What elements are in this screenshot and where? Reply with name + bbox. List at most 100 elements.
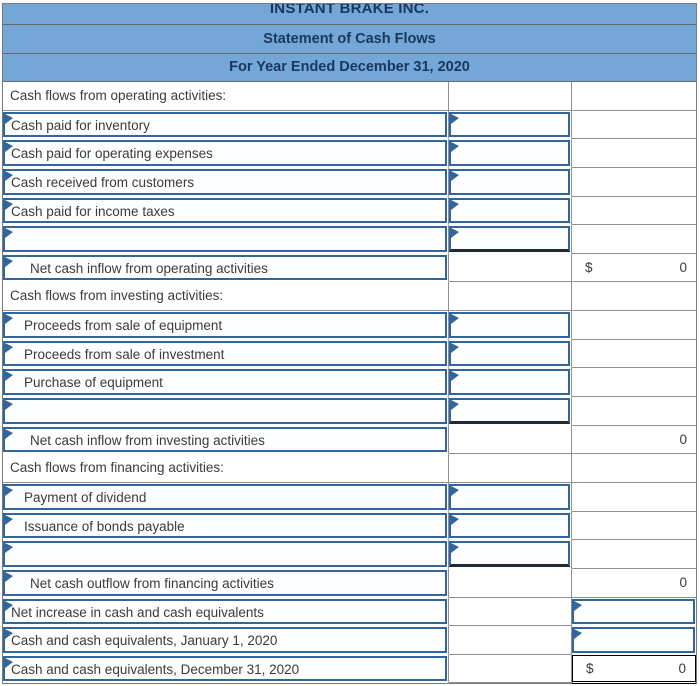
dropdown-arrow-icon [451,228,459,239]
amount-input[interactable] [449,340,570,367]
amount-cell-inner [449,368,572,398]
account-label-dropdown[interactable] [3,398,447,424]
amount-input[interactable] [449,197,570,224]
amount-cell-inner [449,425,572,455]
dropdown-arrow-icon [5,543,13,554]
account-label: Net cash inflow from operating activitie… [30,260,268,276]
amount-input[interactable] [572,598,695,625]
amount-input[interactable] [449,541,570,567]
amount-cell-inner [449,397,572,426]
dropdown-arrow-icon [451,199,459,210]
label-cell: Net increase in cash and cash equivalent… [3,597,449,627]
statement-table: INSTANT BRAKE INC. Statement of Cash Flo… [2,3,697,685]
label-cell: Cash and cash equivalents, December 31, … [3,654,449,684]
dropdown-arrow-icon [5,400,13,411]
amount-cell-outer [572,397,696,426]
amount-input[interactable] [449,168,570,195]
table-row: Payment of dividend [3,482,696,512]
account-label-dropdown[interactable]: Payment of dividend [3,483,447,510]
amount-input[interactable] [449,398,570,424]
label-cell: Cash paid for income taxes [3,196,449,226]
table-row: Cash flows from investing activities: [3,282,696,312]
dropdown-arrow-icon [5,256,13,267]
amount-cell-inner [449,167,572,197]
dropdown-arrow-icon [451,170,459,181]
amount-input[interactable] [572,627,695,653]
amount-input[interactable] [449,369,570,396]
table-row: Cash and cash equivalents, January 1, 20… [3,626,696,655]
amount-cell-outer [572,139,696,168]
account-label-dropdown[interactable]: Proceeds from sale of equipment [3,312,447,338]
dropdown-arrow-icon [574,629,582,640]
dropdown-arrow-icon [451,514,459,525]
amount-cell-outer [572,482,696,512]
account-label-dropdown[interactable]: Net cash outflow from financing activiti… [3,569,447,596]
amount-cell-outer [572,196,696,226]
label-cell [3,397,449,426]
account-label: Proceeds from sale of investment [24,346,225,362]
amount-cell-inner [449,482,572,512]
subtotal-value: 0 [679,432,687,447]
dropdown-arrow-icon [5,199,13,210]
account-label: Cash and cash equivalents, December 31, … [11,661,300,677]
account-label-dropdown[interactable]: Net increase in cash and cash equivalent… [3,598,447,625]
label-cell [3,540,449,569]
account-label-dropdown[interactable]: Cash paid for inventory [3,111,447,138]
dropdown-arrow-icon [5,629,13,640]
amount-cell-outer [572,225,696,254]
account-label-dropdown[interactable] [3,541,447,567]
table-row [3,397,696,426]
account-label-dropdown[interactable]: Cash received from customers [3,168,447,195]
statement-title-header: Statement of Cash Flows [3,25,696,54]
table-row: Net cash outflow from financing activiti… [3,568,696,598]
amount-input[interactable] [449,111,570,138]
amount-input[interactable] [449,483,570,510]
amount-cell-outer [572,540,696,569]
amount-cell-inner [449,225,572,254]
label-cell: Cash flows from operating activities: [3,82,449,111]
amount-cell-inner [449,540,572,569]
amount-input[interactable] [449,312,570,338]
amount-cell-outer: 0 [572,425,696,455]
table-row: Cash flows from financing activities: [3,454,696,484]
grand-total-value: 0 [678,661,686,677]
dropdown-arrow-icon [5,657,13,668]
account-label-dropdown[interactable]: Cash and cash equivalents, January 1, 20… [3,627,447,653]
label-cell: Cash paid for operating expenses [3,139,449,168]
dropdown-arrow-icon [5,600,13,611]
amount-input[interactable] [449,226,570,252]
amount-cell-outer [572,368,696,398]
account-label-dropdown[interactable]: Purchase of equipment [3,369,447,396]
account-label-dropdown[interactable]: Cash paid for operating expenses [3,140,447,166]
account-label-dropdown[interactable]: Net cash inflow from operating activitie… [3,254,447,281]
account-label: Net cash outflow from financing activiti… [30,575,274,591]
table-row: Issuance of bonds payable [3,511,696,541]
section-heading: Cash flows from investing activities: [10,288,224,304]
account-label-dropdown[interactable]: Proceeds from sale of investment [3,340,447,367]
label-cell: Net cash outflow from financing activiti… [3,568,449,598]
currency-symbol: $ [585,260,593,276]
dropdown-arrow-icon [451,400,459,411]
account-label-dropdown[interactable]: Net cash inflow from investing activitie… [3,426,447,453]
amount-cell-outer [572,311,696,340]
amount-cell-outer: 0 [572,568,696,598]
account-label: Cash received from customers [11,174,195,190]
amount-cell-outer [572,454,696,484]
subtotal-value-cell: 0 [572,426,696,454]
account-label-dropdown[interactable]: Issuance of bonds payable [3,512,447,539]
label-cell: Issuance of bonds payable [3,511,449,541]
amount-cell-outer [572,626,696,655]
account-label-dropdown[interactable]: Cash and cash equivalents, December 31, … [3,655,447,682]
amount-input[interactable] [449,512,570,539]
amount-input[interactable] [449,140,570,166]
amount-cell-outer [572,511,696,541]
table-row [3,540,696,569]
label-cell: Cash flows from investing activities: [3,282,449,312]
subtotal-value: 0 [679,575,687,591]
dropdown-arrow-icon [5,228,13,239]
account-label-dropdown[interactable]: Cash paid for income taxes [3,197,447,224]
amount-cell-outer [572,167,696,197]
dropdown-arrow-icon [451,543,459,554]
account-label-dropdown[interactable] [3,226,447,252]
